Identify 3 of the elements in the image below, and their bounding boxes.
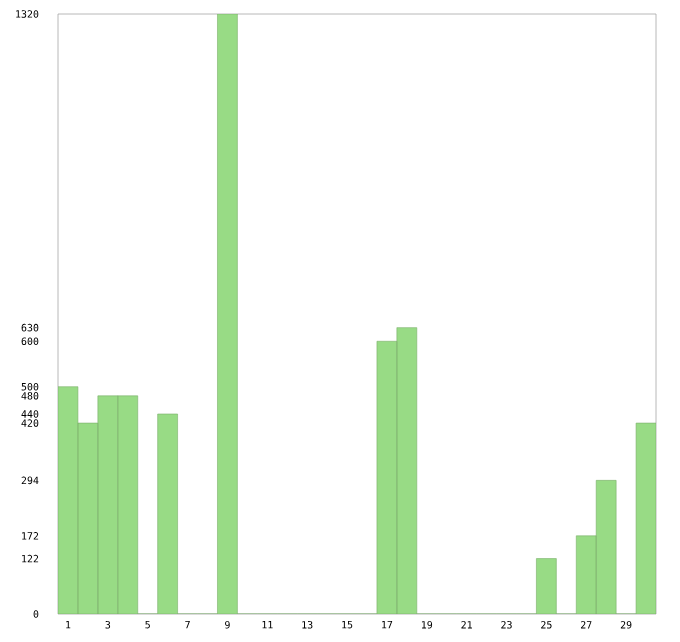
bar [217, 14, 238, 614]
bar [157, 414, 178, 614]
bar [536, 558, 557, 614]
